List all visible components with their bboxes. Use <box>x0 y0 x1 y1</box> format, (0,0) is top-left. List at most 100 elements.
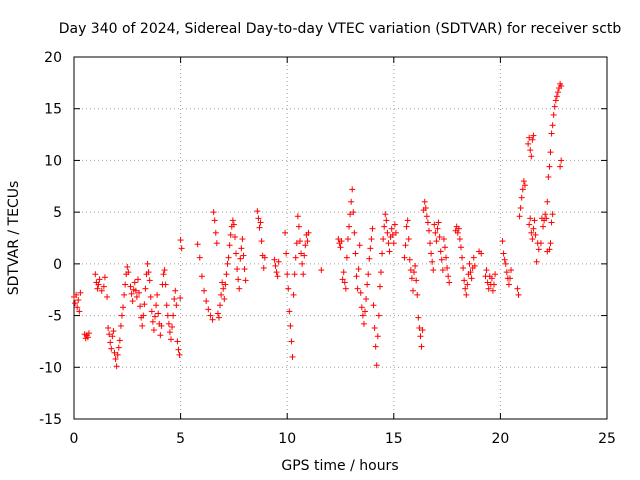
x-tick-label: 15 <box>385 431 403 447</box>
data-point <box>405 236 412 243</box>
data-point <box>295 223 302 230</box>
grid <box>74 57 607 419</box>
data-point <box>338 238 345 245</box>
data-point <box>142 285 149 292</box>
data-point <box>153 302 160 309</box>
data-point <box>403 223 410 230</box>
data-point <box>411 269 418 276</box>
data-point <box>379 250 386 257</box>
data-point <box>372 343 379 350</box>
data-point <box>548 219 555 226</box>
data-point <box>551 103 558 110</box>
x-tick-labels: 0 5 10 15 20 25 <box>70 431 616 447</box>
data-point <box>353 273 360 280</box>
data-point <box>529 136 536 143</box>
data-point <box>461 277 468 284</box>
y-tick-label: -10 <box>39 360 62 376</box>
data-point <box>287 322 294 329</box>
data-point <box>132 287 139 294</box>
data-point <box>166 329 173 336</box>
data-point <box>352 250 359 257</box>
data-point <box>470 254 477 261</box>
data-point <box>164 312 171 319</box>
data-point <box>129 298 136 305</box>
data-point <box>525 140 532 147</box>
data-point <box>485 285 492 292</box>
data-point <box>491 281 498 288</box>
data-point <box>286 308 293 315</box>
data-point <box>233 250 240 257</box>
data-point <box>222 281 229 288</box>
y-tick-label: 10 <box>44 153 62 169</box>
data-point <box>261 254 268 261</box>
data-point <box>381 223 388 230</box>
data-point <box>136 289 143 296</box>
data-point <box>443 254 450 261</box>
data-point <box>414 291 421 298</box>
data-point <box>428 250 435 257</box>
data-point <box>131 279 138 286</box>
data-point <box>408 275 415 282</box>
data-point <box>433 238 440 245</box>
data-point <box>446 279 453 286</box>
x-tick-label: 0 <box>70 431 79 447</box>
plot-frame <box>73 56 608 420</box>
data-point <box>273 269 280 276</box>
data-point <box>535 246 542 253</box>
data-point <box>194 241 201 248</box>
data-point <box>444 264 451 271</box>
data-point <box>178 245 185 252</box>
data-point <box>157 332 164 339</box>
data-point <box>165 320 172 327</box>
data-point <box>234 266 241 273</box>
data-point <box>207 312 214 319</box>
data-point <box>215 314 222 321</box>
data-point <box>368 236 375 243</box>
data-point <box>349 186 356 193</box>
data-point <box>74 304 81 311</box>
data-point <box>374 333 381 340</box>
data-point <box>389 231 396 238</box>
data-point <box>169 323 176 330</box>
data-point <box>427 240 434 247</box>
data-point <box>73 291 80 298</box>
data-point <box>373 362 380 369</box>
data-point <box>438 256 445 263</box>
x-axis-label: GPS time / hours <box>281 458 398 474</box>
data-point <box>104 293 111 300</box>
data-point <box>291 271 298 278</box>
data-point <box>459 254 466 261</box>
data-point <box>384 229 391 236</box>
data-point <box>357 289 364 296</box>
data-point <box>85 330 92 337</box>
data-point <box>468 275 475 282</box>
data-point <box>467 269 474 276</box>
data-point <box>282 229 289 236</box>
data-point <box>84 334 91 341</box>
data-point <box>238 245 245 252</box>
data-point <box>441 244 448 251</box>
data-point <box>365 271 372 278</box>
data-point <box>111 349 118 356</box>
data-point <box>211 217 218 224</box>
data-point <box>371 324 378 331</box>
data-point <box>201 287 208 294</box>
data-point <box>369 225 376 232</box>
data-point <box>489 287 496 294</box>
data-point <box>144 260 151 267</box>
data-point <box>258 238 265 245</box>
data-point <box>106 331 113 338</box>
data-point <box>417 333 424 340</box>
y-tick-label: 15 <box>44 102 62 118</box>
data-point <box>290 291 297 298</box>
data-point <box>294 213 301 220</box>
data-point <box>455 225 462 232</box>
data-point <box>402 242 409 249</box>
y-tick-labels: -15 -10 -5 0 5 10 15 20 <box>39 50 62 428</box>
data-point <box>425 227 432 234</box>
data-point <box>354 285 361 292</box>
data-point <box>378 269 385 276</box>
data-point <box>210 209 217 216</box>
data-point <box>531 217 538 224</box>
